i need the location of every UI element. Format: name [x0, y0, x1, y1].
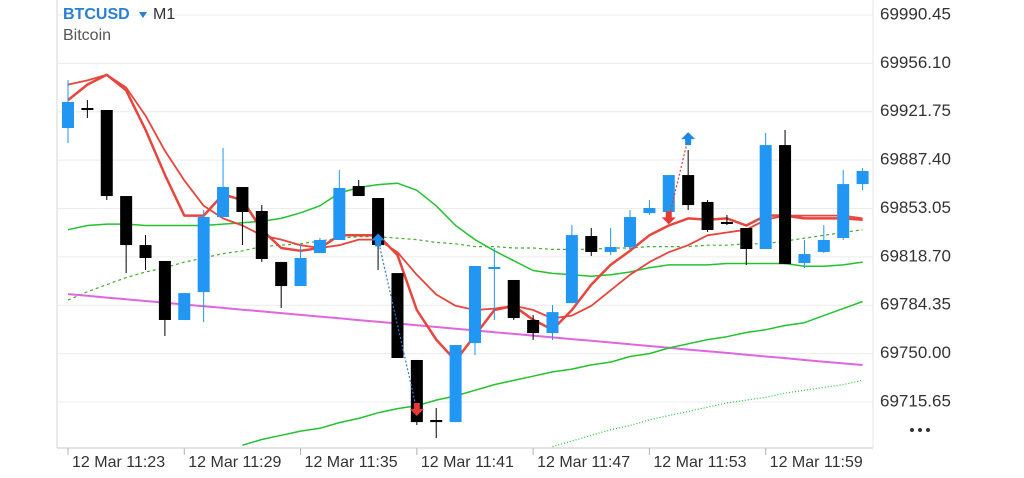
y-tick-label: 69887.40 — [880, 150, 951, 169]
candle-body — [62, 101, 74, 129]
indicator-line — [67, 73, 863, 362]
candle-body — [507, 279, 520, 319]
candle-body — [662, 175, 675, 212]
candle-body — [798, 254, 811, 264]
candle-body — [81, 108, 94, 111]
candle-body — [139, 245, 152, 259]
candle-body — [759, 145, 772, 249]
candle-body — [643, 208, 656, 214]
axes: 69715.65 69750.00 69784.35 69818.70 69853.05… — [67, 4, 951, 471]
candle-body — [585, 236, 598, 252]
candle-body — [352, 186, 365, 197]
x-tick-label: 12 Mar 11:23 — [72, 454, 165, 471]
header: BTCUSD M1 Bitcoin — [63, 6, 175, 44]
candle-body — [488, 267, 501, 270]
x-tick-label: 12 Mar 11:53 — [653, 454, 746, 471]
candle-body — [856, 170, 869, 185]
candle-body — [158, 260, 171, 320]
candle-body — [720, 221, 733, 224]
trades — [371, 132, 696, 416]
trade-arrow — [661, 211, 676, 225]
y-tick-label: 69921.75 — [880, 101, 951, 120]
candle-body — [294, 258, 307, 287]
more-button[interactable] — [910, 428, 930, 432]
candle-body — [100, 109, 113, 197]
indicator-line — [242, 300, 863, 446]
x-tick-label: 12 Mar 11:59 — [770, 454, 863, 471]
trade-arrow — [371, 233, 386, 247]
description: Bitcoin — [63, 27, 111, 44]
y-tick-label: 69956.10 — [880, 53, 951, 72]
candle-body — [275, 261, 288, 287]
symbol-dropdown[interactable] — [139, 12, 147, 18]
candle-body — [468, 266, 481, 344]
candle-body — [197, 217, 210, 293]
candle-body — [217, 187, 230, 218]
dot[interactable] — [910, 428, 914, 432]
candle-body — [430, 419, 443, 423]
x-tick-label: 12 Mar 11:35 — [305, 454, 398, 471]
candle-body — [604, 247, 617, 252]
indicator-line — [67, 73, 863, 320]
symbol[interactable]: BTCUSD — [63, 6, 130, 23]
x-tick-label: 12 Mar 11:47 — [537, 454, 630, 471]
candle-body — [740, 228, 753, 249]
candle-body — [837, 184, 850, 239]
timeframe: M1 — [153, 6, 175, 23]
candle-body — [313, 239, 326, 254]
dot[interactable] — [926, 428, 930, 432]
candle-body — [817, 239, 830, 252]
candle-body — [391, 273, 404, 359]
trade-link — [668, 138, 689, 219]
candles — [62, 79, 869, 439]
x-tick-label: 12 Mar 11:41 — [421, 454, 514, 471]
candle-body — [236, 187, 249, 212]
indicator-line — [552, 379, 863, 448]
y-tick-label: 69818.70 — [880, 246, 951, 265]
candle-body — [120, 196, 133, 246]
candle-body — [779, 145, 792, 265]
candle-body — [333, 188, 346, 240]
candle-body — [527, 319, 540, 334]
candle-body — [178, 293, 191, 320]
candle-body — [701, 201, 714, 230]
candle-body — [255, 210, 268, 259]
trade-arrow — [409, 402, 424, 416]
y-tick-label: 69750.00 — [880, 343, 951, 362]
candle-body — [449, 345, 462, 423]
candle-body — [682, 175, 695, 206]
y-tick-label: 69784.35 — [880, 295, 951, 314]
y-tick-label: 69990.45 — [880, 4, 951, 23]
candle-body — [565, 235, 578, 304]
y-tick-label: 69715.65 — [880, 392, 951, 411]
dot[interactable] — [918, 428, 922, 432]
trade-arrow — [681, 132, 696, 146]
candle-body — [372, 198, 385, 246]
x-tick-label: 12 Mar 11:29 — [188, 454, 281, 471]
candle-body — [624, 217, 637, 248]
y-tick-label: 69853.05 — [880, 198, 951, 217]
candle-body — [546, 312, 559, 334]
trade-link — [377, 239, 418, 411]
indicator-line — [67, 293, 863, 366]
